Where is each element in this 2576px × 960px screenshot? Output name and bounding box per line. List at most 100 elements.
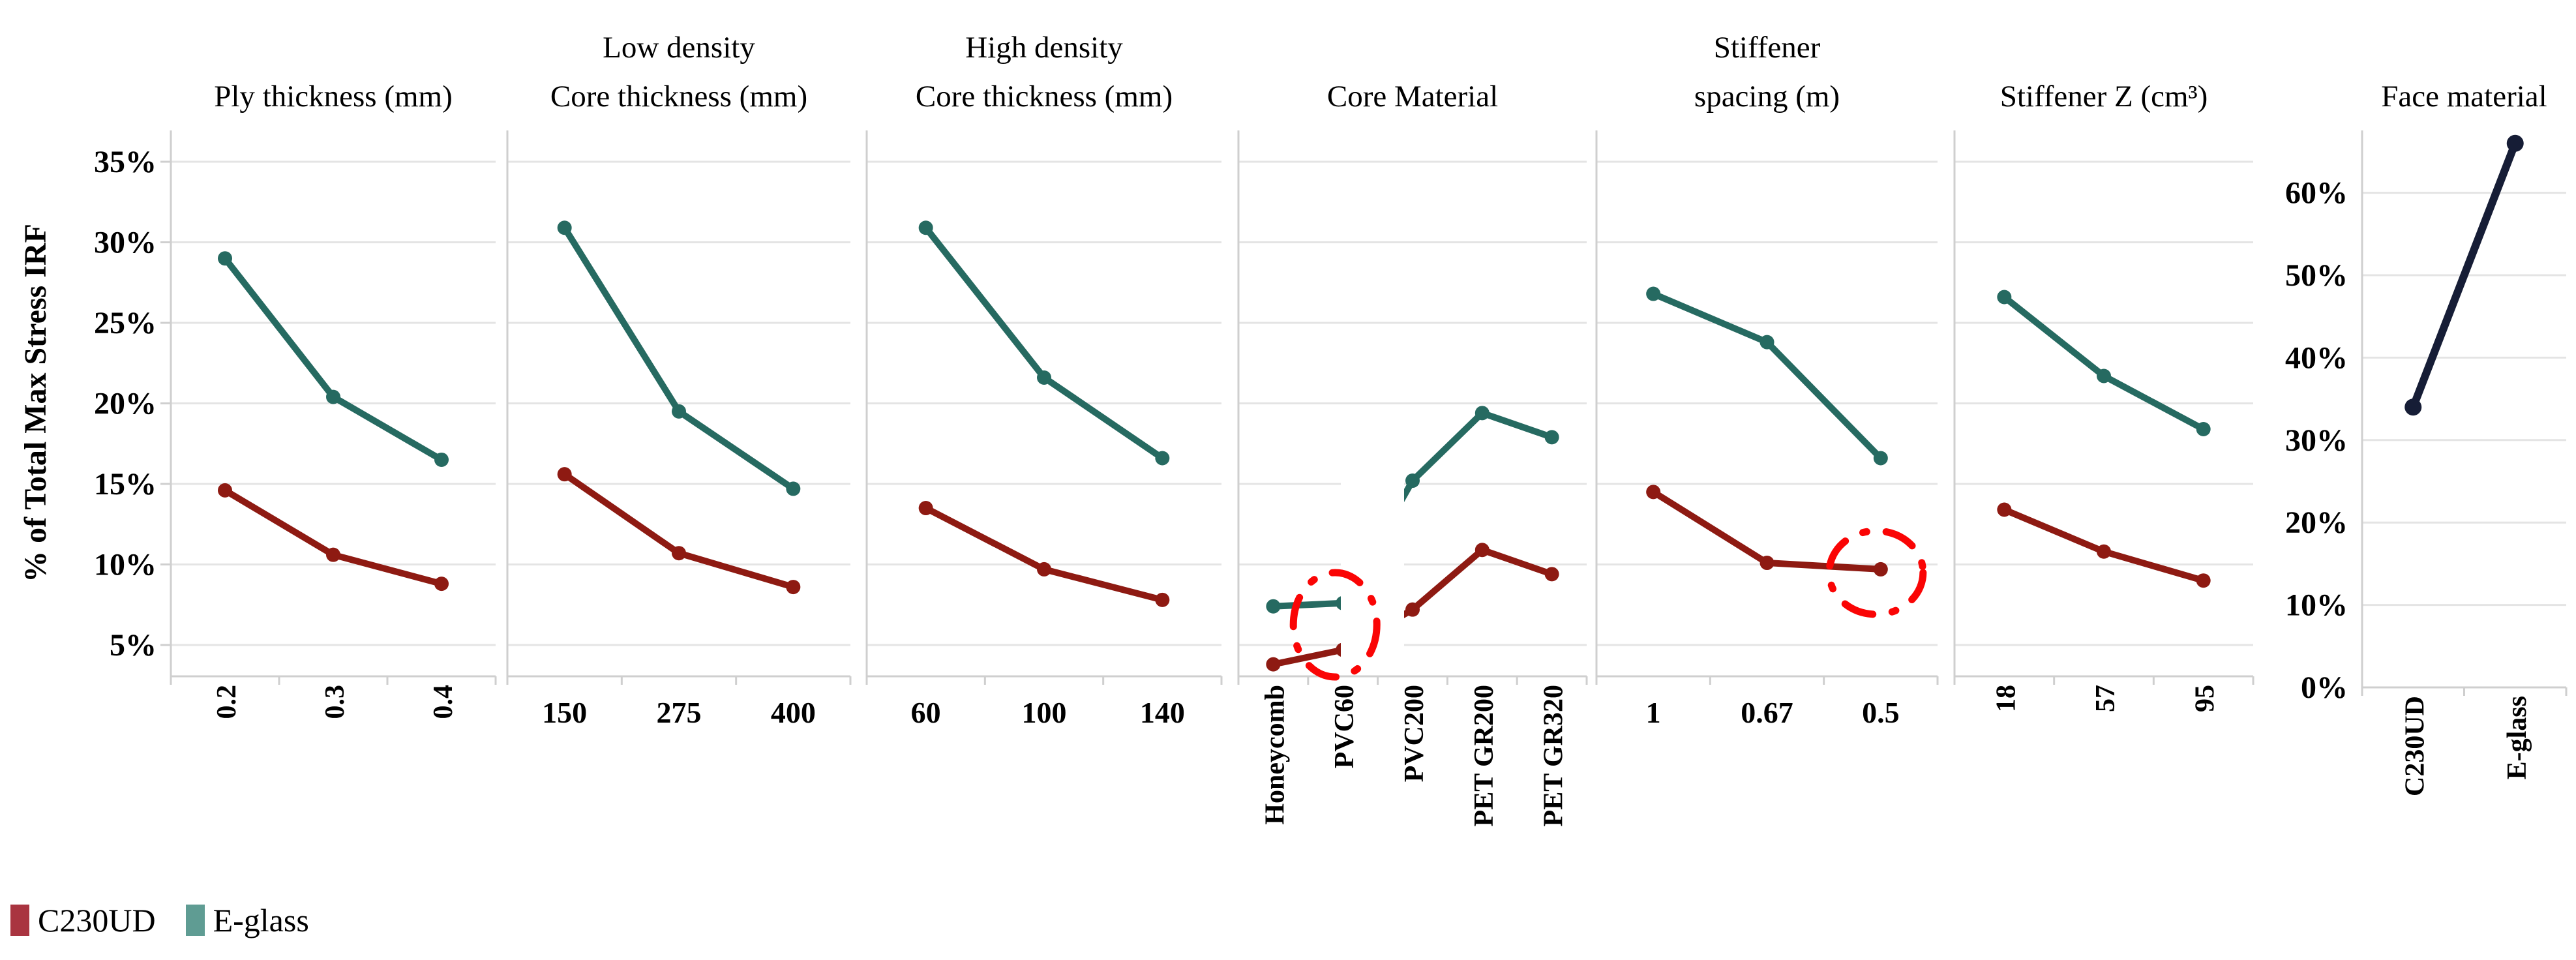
series-line-e-glass (222, 255, 445, 463)
data-point-c230ud-100 (1037, 562, 1051, 577)
y-axis-tick-label: 5% (110, 628, 157, 663)
chart-title: Ply thickness (mm) (214, 80, 453, 113)
secondary-y-tick-label: 0% (2301, 670, 2348, 705)
data-point-e-glass-140 (1155, 451, 1170, 466)
chart-title: Stiffener Z (cm³) (2000, 80, 2208, 113)
secondary-y-tick-label: 30% (2285, 423, 2348, 458)
x-tick-label: 275 (657, 696, 702, 729)
data-point-c230ud-150 (557, 467, 572, 482)
series-line-e-glass (922, 224, 1166, 462)
chart-title: Face material (2381, 80, 2547, 113)
y-axis-tick-label: 35% (94, 145, 157, 179)
data-point-c230ud-18 (1997, 502, 2012, 517)
x-tick-label: PET GR320 (1539, 685, 1569, 826)
data-point-c230ud-60 (918, 501, 933, 516)
data-point-c230ud-275 (672, 546, 686, 561)
series-line-e-glass (561, 224, 797, 492)
x-tick-label: E-glass (2502, 696, 2532, 779)
data-point-e-glass-275 (672, 404, 686, 419)
legend-label: E-glass (213, 902, 309, 938)
data-point-c230ud-0-3 (326, 547, 340, 562)
chart-title: Core thickness (mm) (916, 80, 1173, 113)
data-point-c230ud-1 (1646, 485, 1661, 500)
x-tick-label: 0.5 (1862, 696, 1900, 729)
secondary-y-tick-label: 40% (2285, 340, 2348, 375)
data-point-c230ud-0-4 (434, 577, 449, 592)
series-line-c230ud (922, 505, 1166, 603)
panel-core-thickness-low-density: Low density Core thickness (mm) 150 275 400 (506, 31, 852, 729)
chart-title: spacing (m) (1694, 80, 1840, 113)
panel-face-material: Face material C230UD E-glass (2361, 80, 2568, 796)
data-point-c230ud-pet-gr320 (1544, 567, 1559, 582)
legend-swatch-c230ud (10, 905, 29, 936)
legend-item-e-glass: E-glass (185, 901, 309, 939)
data-point-c230ud-400 (786, 580, 801, 595)
panel-core-material: Core Material Honeycomb PVC60 PVC200 PET GR2… (1237, 80, 1588, 826)
x-tick-label: 0.4 (428, 685, 458, 719)
data-point-face-e-glass (2506, 134, 2524, 152)
chart-title: Core Material (1327, 80, 1498, 113)
secondary-y-tick-label: 20% (2285, 505, 2348, 540)
y-axis-tick-label: 10% (94, 548, 157, 582)
data-point-e-glass-1 (1646, 286, 1661, 301)
x-tick-label: PVC60 (1330, 685, 1360, 768)
data-point-e-glass-0-67 (1760, 335, 1775, 350)
x-tick-label: 0.2 (212, 685, 242, 719)
data-point-c230ud-pet-gr200 (1475, 543, 1490, 558)
data-point-e-glass-honeycomb (1266, 599, 1281, 614)
x-tick-label: PVC200 (1400, 685, 1430, 782)
y-axis-tick-label: 15% (94, 467, 157, 502)
data-point-e-glass-60 (918, 220, 933, 235)
data-point-c230ud-0-67 (1760, 556, 1775, 571)
x-tick-label: 60 (911, 696, 941, 729)
legend-label: C230UD (38, 902, 156, 938)
panel-stiffener-spacing: Stiffener spacing (m) 1 0.67 0.5 (1595, 31, 1939, 729)
y-axis-tick-label: 20% (94, 387, 157, 421)
legend-swatch-e-glass (185, 905, 205, 936)
x-tick-label: 0.3 (320, 685, 350, 719)
data-point-e-glass-18 (1997, 290, 2012, 305)
data-point-c230ud-95 (2196, 573, 2211, 588)
data-point-c230ud-57 (2097, 544, 2111, 559)
highlight-ellipse-pvc60 (1289, 569, 1381, 681)
data-point-c230ud-0-5 (1873, 562, 1888, 577)
series-line-e-glass (2001, 293, 2207, 433)
data-point-c230ud-0-2 (218, 483, 232, 498)
chart-title-line1: High density (965, 31, 1123, 65)
x-tick-label: 18 (1991, 685, 2021, 712)
data-point-e-glass-0-5 (1873, 451, 1888, 466)
x-tick-label: 140 (1140, 696, 1185, 729)
y-axis-title: % of Total Max Stress IRF (18, 224, 53, 582)
data-point-e-glass-95 (2196, 422, 2211, 437)
panel-stiffener-z: Stiffener Z (cm³) 18 57 95 (1953, 80, 2254, 712)
data-point-e-glass-57 (2097, 368, 2111, 383)
data-point-c230ud-honeycomb (1266, 657, 1281, 672)
data-point-e-glass-pet-gr200 (1475, 406, 1490, 421)
x-tick-label: C230UD (2400, 696, 2430, 796)
data-point-c230ud-140 (1155, 592, 1170, 607)
x-tick-label: 95 (2191, 685, 2221, 712)
panels-group: Ply thickness (mm) 0.2 0.3 0.4 Low density Co… (94, 31, 2568, 826)
x-tick-label: 0.67 (1741, 696, 1793, 729)
y-axis-tick-label: 30% (94, 226, 157, 260)
highlight-ellipse-0-5 (1825, 527, 1927, 618)
data-point-e-glass-0-2 (218, 251, 232, 266)
series-line-e-glass (1650, 290, 1884, 462)
data-point-e-glass-0-3 (326, 389, 340, 404)
x-tick-label: 57 (2091, 685, 2121, 712)
data-point-face-c230ud (2404, 398, 2422, 416)
x-tick-label: 150 (542, 696, 587, 729)
data-point-e-glass-pvc200 (1405, 473, 1420, 488)
data-point-e-glass-pet-gr320 (1544, 430, 1559, 445)
data-point-e-glass-0-4 (434, 452, 449, 467)
x-tick-label: Honeycomb (1260, 685, 1290, 825)
data-point-e-glass-400 (786, 481, 801, 496)
x-tick-label: 1 (1646, 696, 1661, 729)
data-point-e-glass-100 (1037, 370, 1051, 385)
chart-title-line1: Stiffener (1714, 31, 1821, 65)
panel-ply-thickness: Ply thickness (mm) 0.2 0.3 0.4 (170, 80, 497, 719)
secondary-y-tick-label: 10% (2285, 588, 2348, 623)
x-tick-label: PET GR200 (1469, 685, 1499, 826)
